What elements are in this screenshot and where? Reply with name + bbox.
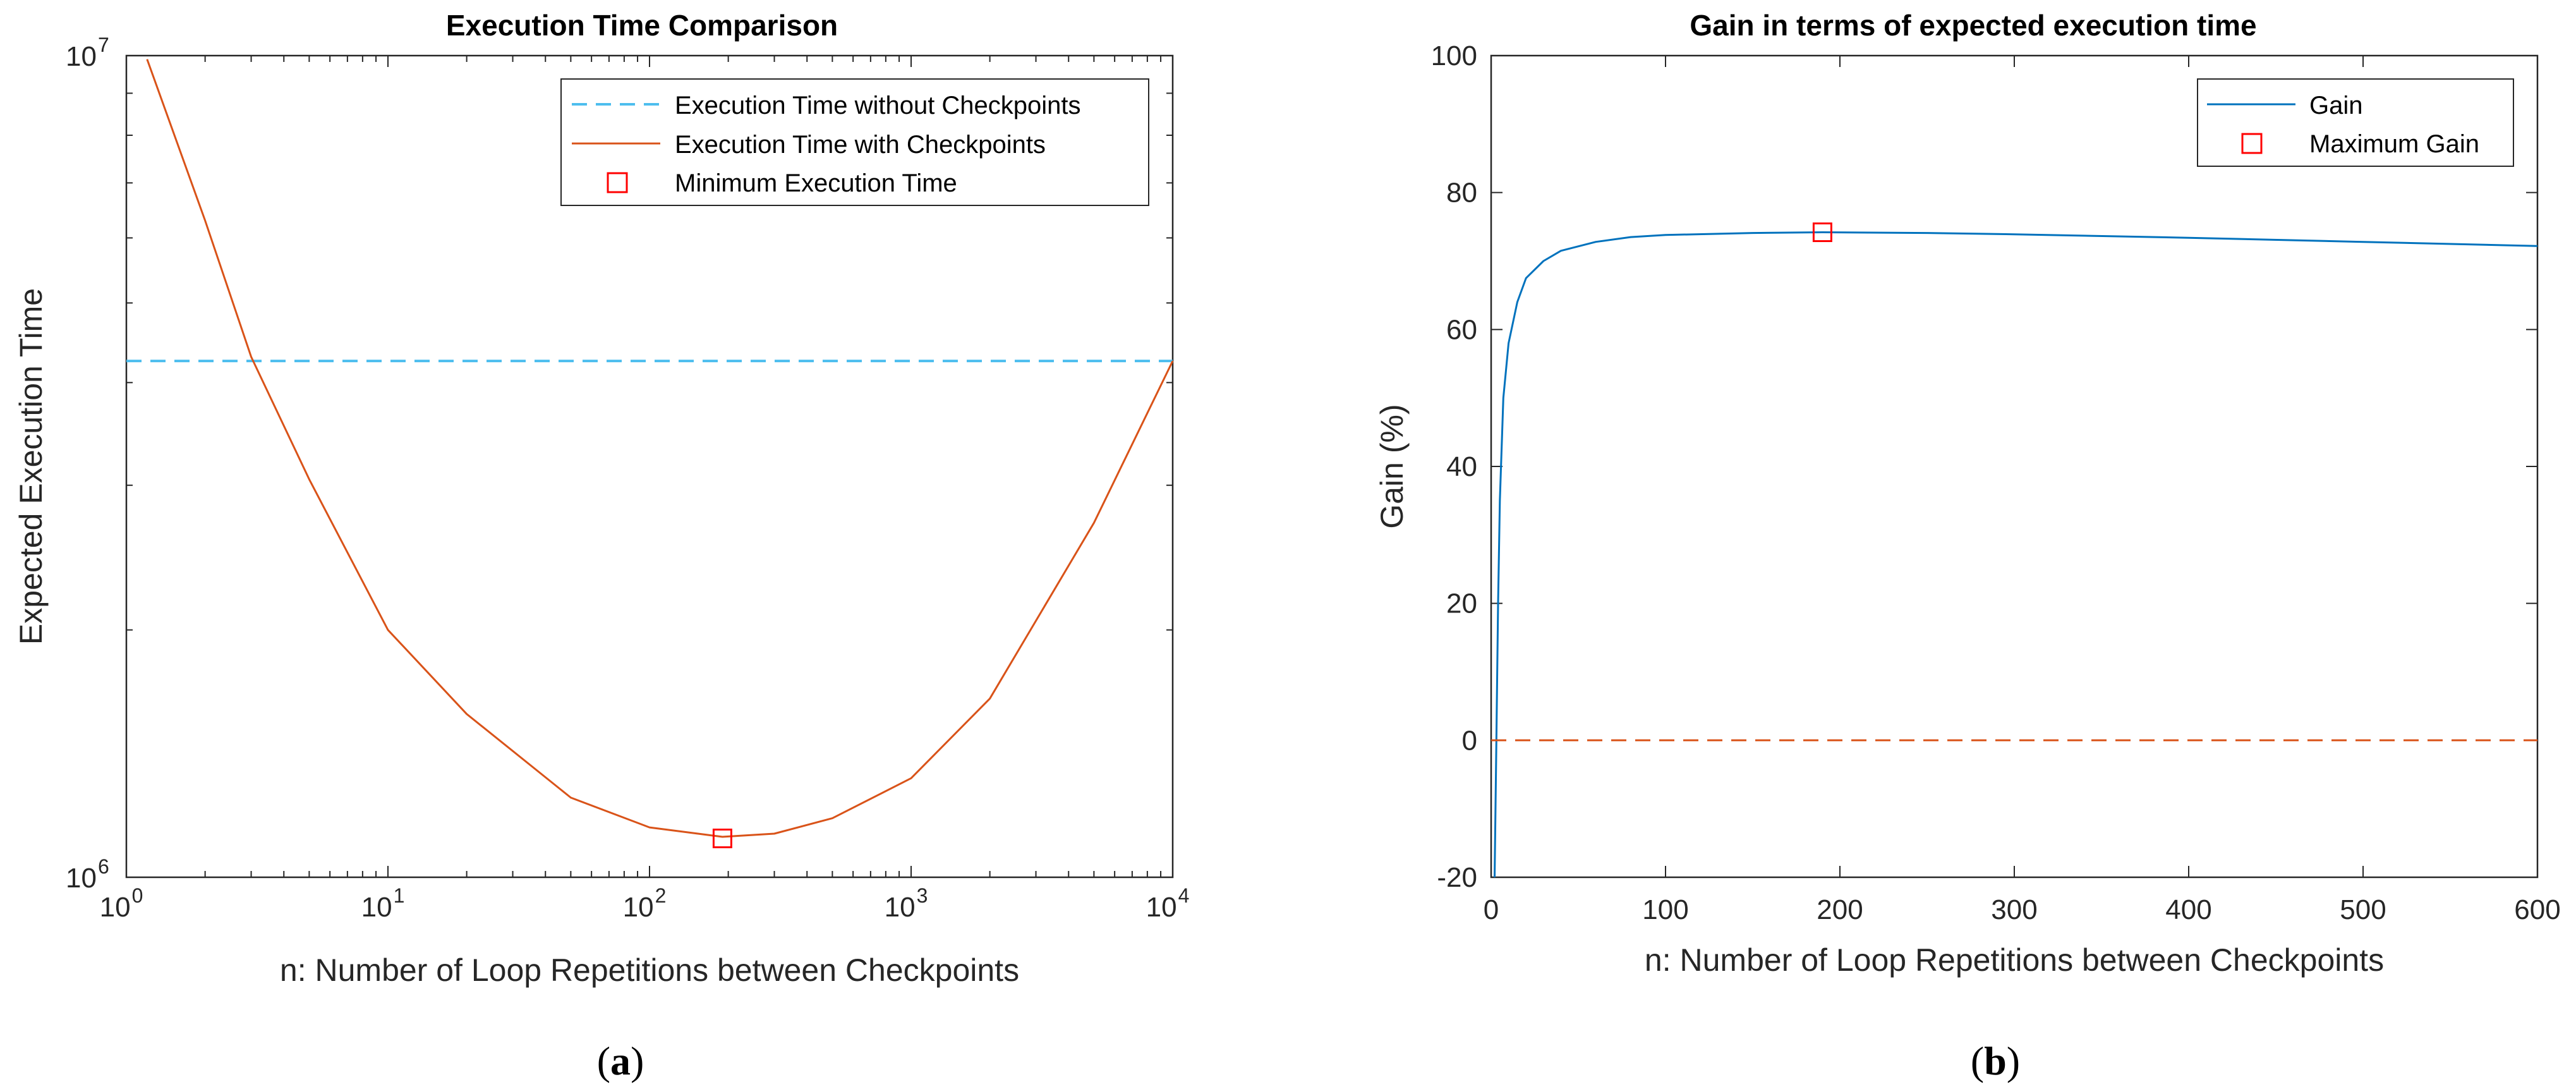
x-tick-label: 0 [1484,894,1499,925]
chart-b-x-axis-label: n: Number of Loop Repetitions between Ch… [1645,942,2384,978]
chart-b-axes-box [1490,54,2539,879]
y-tick-label: 0 [1462,725,1477,756]
gain-curve [1494,231,2538,878]
legend-label-no-checkpoints: Execution Time without Checkpoints [675,92,1081,119]
y-tick-label: 80 [1446,178,1477,209]
chart-a-y-axis-label: Expected Execution Time [13,288,49,645]
x-tick-label: 200 [1817,894,1863,925]
y-tick-label: 107 [66,33,109,72]
minimum-marker [712,829,732,849]
x-tick-label: 101 [361,884,405,923]
x-tick-label: 103 [885,884,928,923]
maximum-gain-marker [1812,222,1832,242]
chart-b-title: Gain in terms of expected execution time [1690,9,2256,42]
x-tick-label: 104 [1146,884,1190,923]
caption-b: (b) [1971,1038,2020,1083]
y-tick-label: 60 [1446,314,1477,345]
legend-swatch-maximum-gain [2241,133,2263,154]
legend-swatch-minimum [607,172,628,193]
x-tick-label: 600 [2514,894,2560,925]
chart-b-series [1491,222,2538,878]
chart-a-minor-ticks [126,56,1173,877]
legend-label-with-checkpoints: Execution Time with Checkpoints [675,131,1046,159]
legend-label-gain: Gain [2309,92,2363,119]
chart-a-legend-box [560,78,1149,206]
panel-b: Gain in terms of expected execution time… [1374,9,2561,1083]
y-tick-label: -20 [1437,862,1477,893]
y-tick-label: 100 [1431,40,1477,71]
chart-a-x-axis-label: n: Number of Loop Repetitions between Ch… [280,952,1019,988]
chart-b-legend: Gain Maximum Gain [2197,78,2514,167]
x-tick-label: 100 [1642,894,1688,925]
panel-a: Execution Time Comparison 100 101 102 103 10… [13,9,1189,1083]
x-tick-label: 400 [2165,894,2211,925]
y-tick-label: 20 [1446,588,1477,619]
legend-label-maximum-gain: Maximum Gain [2309,130,2479,158]
x-tick-label: 102 [623,884,667,923]
chart-a-series [126,59,1174,849]
chart-b-y-axis-label: Gain (%) [1374,404,1410,528]
y-tick-label: 106 [66,855,109,894]
x-tick-label: 300 [1991,894,2037,925]
with-checkpoints-curve [146,59,1174,838]
y-tick-label: 40 [1446,451,1477,482]
chart-b-legend-box [2197,78,2514,167]
legend-label-minimum: Minimum Execution Time [675,169,957,197]
x-tick-label: 100 [100,884,143,923]
caption-a: (a) [597,1038,644,1083]
x-tick-label: 500 [2340,894,2386,925]
chart-a-title: Execution Time Comparison [446,9,838,42]
chart-a-legend: Execution Time without Checkpoints Execu… [560,78,1149,206]
